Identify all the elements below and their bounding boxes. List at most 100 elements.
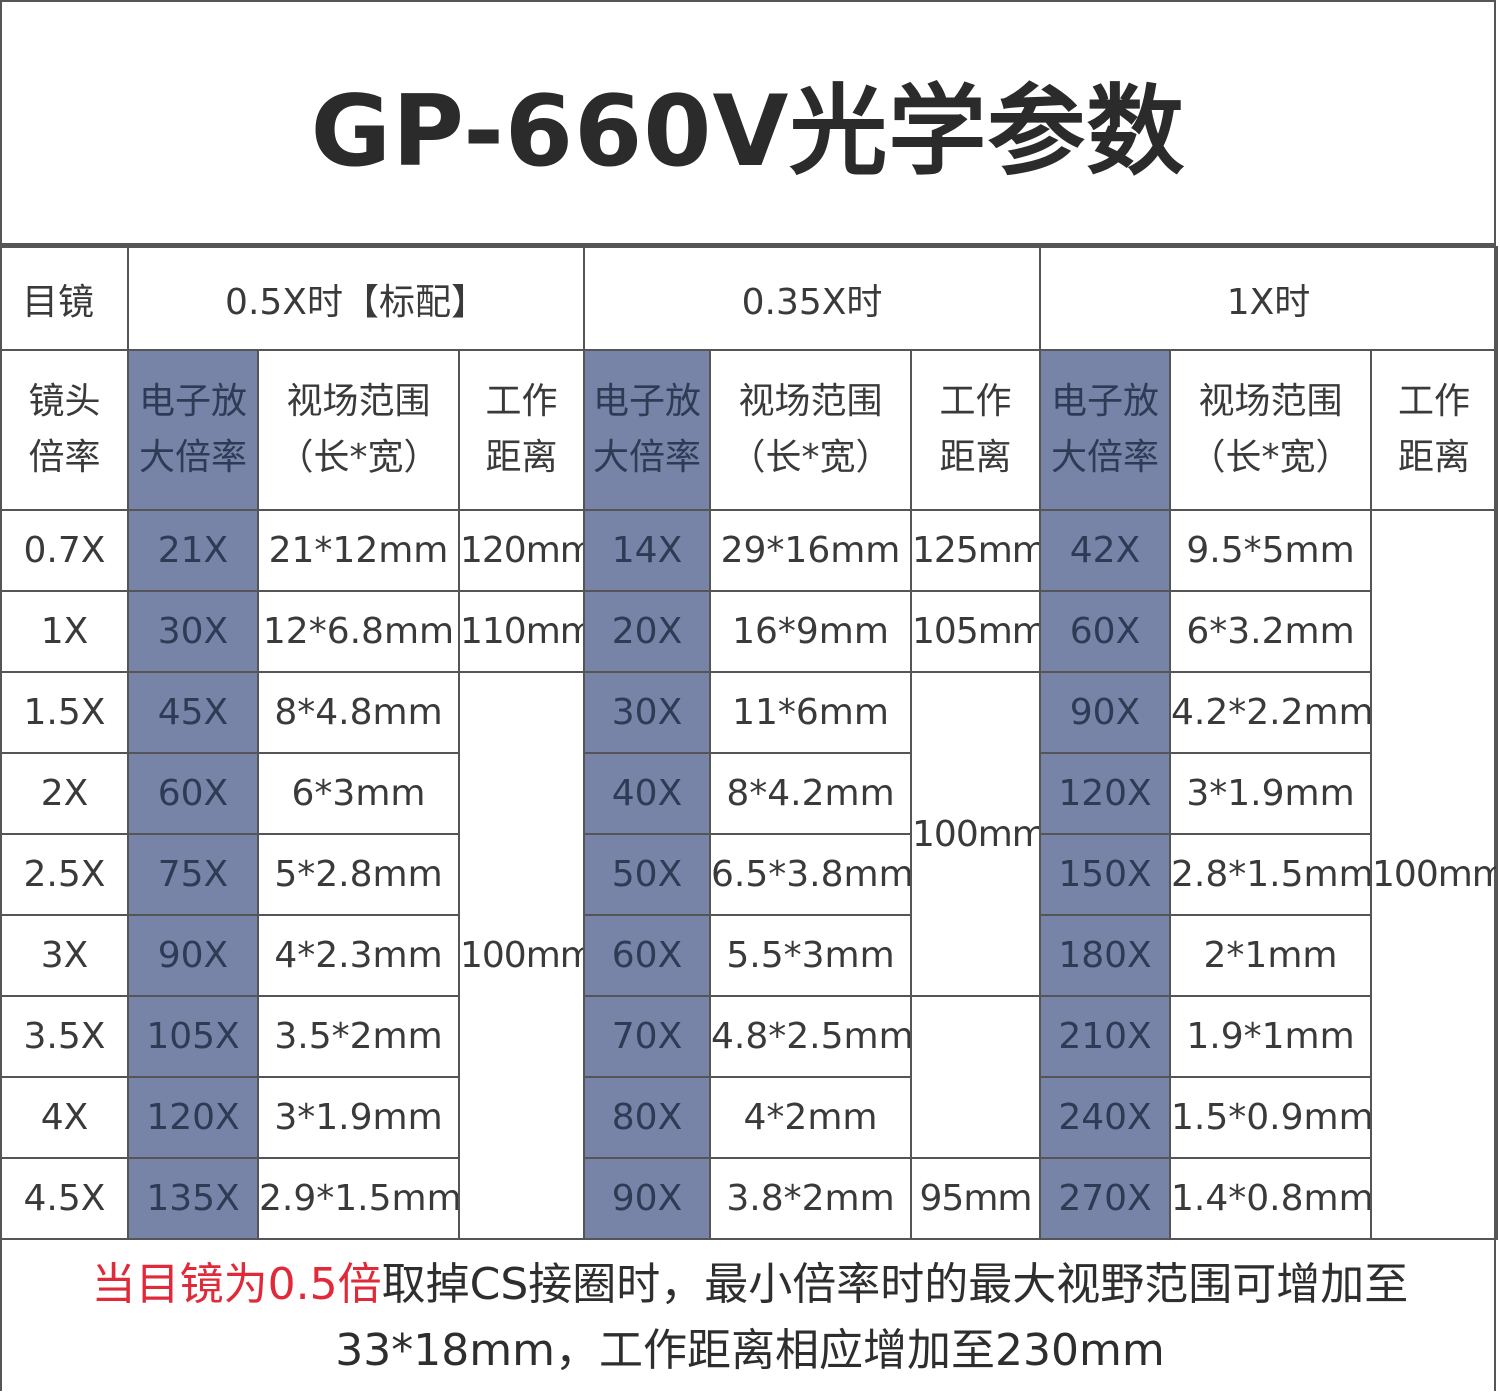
table-row: 3X 90X 4*2.3mm 60X 5.5*3mm 180X 2*1mm: [0, 914, 1497, 997]
fov-cell: 1.9*1mm: [1169, 995, 1373, 1078]
table-row: 4X 120X 3*1.9mm 80X 4*2mm 240X 1.5*0.9mm: [0, 1076, 1497, 1159]
table-row: 2.5X 75X 5*2.8mm 50X 6.5*3.8mm 150X 2.8*…: [0, 833, 1497, 916]
fov-cell: 2.8*1.5mm: [1169, 833, 1373, 916]
zoom-cell: 120X: [1039, 752, 1172, 835]
fov-cell: 9.5*5mm: [1169, 509, 1373, 592]
col-header-fov: 视场范围 （长*宽）: [709, 349, 913, 511]
col-header-wd: 工作 距离: [1370, 349, 1499, 511]
wd-cell: 105mm: [910, 590, 1042, 673]
wd-cell: 125mm: [910, 509, 1042, 592]
fov-cell: 21*12mm: [257, 509, 460, 592]
lens-mag-cell: 3.5X: [0, 995, 129, 1078]
fov-cell: 2.9*1.5mm: [257, 1157, 460, 1240]
fov-cell: 8*4.2mm: [709, 752, 913, 835]
fov-cell: 5*2.8mm: [257, 833, 460, 916]
page-title: GP-660V光学参数: [2, 2, 1494, 246]
zoom-cell: 270X: [1039, 1157, 1172, 1240]
fov-cell: 16*9mm: [709, 590, 913, 673]
zoom-cell: 14X: [583, 509, 712, 592]
zoom-cell: 40X: [583, 752, 712, 835]
wd-cell-merged: 100mm: [457, 671, 586, 1240]
table-row: 1.5X 45X 8*4.8mm 100mm 30X 11*6mm 100mm …: [0, 671, 1497, 1240]
fov-cell: 6*3.2mm: [1169, 590, 1373, 673]
footer-line-1: 当目镜为0.5倍取掉CS接圈时，最小倍率时的最大视野范围可增加至: [2, 1252, 1498, 1318]
fov-cell: 4.8*2.5mm: [709, 995, 913, 1078]
table-row: 2X 60X 6*3mm 40X 8*4.2mm 120X 3*1.9mm: [0, 752, 1497, 835]
fov-cell: 11*6mm: [709, 671, 913, 754]
lens-mag-cell: 3X: [0, 914, 129, 997]
wd-cell-merged: 100mm: [910, 671, 1042, 997]
wd-cell: 120mm: [457, 509, 586, 592]
zoom-cell: 20X: [583, 590, 712, 673]
group-header-035x: 0.35X时: [583, 246, 1042, 351]
table-row: 0.7X 21X 21*12mm 120mm 14X 29*16mm 125mm…: [0, 509, 1499, 1240]
fov-cell: 3.5*2mm: [257, 995, 460, 1078]
zoom-cell: 30X: [127, 590, 259, 673]
fov-cell: 29*16mm: [709, 509, 913, 592]
wd-cell-merged: 100mm: [1370, 509, 1499, 1240]
fov-cell: 8*4.8mm: [257, 671, 460, 754]
zoom-cell: 210X: [1039, 995, 1172, 1078]
zoom-cell: 90X: [127, 914, 259, 997]
col-header-zoom: 电子放 大倍率: [1039, 349, 1172, 511]
zoom-cell: 70X: [583, 995, 712, 1078]
footer-note: 当目镜为0.5倍取掉CS接圈时，最小倍率时的最大视野范围可增加至 33*18mm…: [2, 1240, 1498, 1393]
lens-mag-cell: 4.5X: [0, 1157, 129, 1240]
lens-mag-cell: 2X: [0, 752, 129, 835]
footer-line-1-text: 取掉CS接圈时，最小倍率时的最大视野范围可增加至: [381, 1259, 1409, 1310]
eyepiece-label: 目镜: [0, 246, 129, 351]
zoom-cell: 180X: [1039, 914, 1172, 997]
zoom-cell: 60X: [583, 914, 712, 997]
footer-highlight: 当目镜为0.5倍: [91, 1259, 382, 1310]
zoom-cell: 42X: [1039, 509, 1172, 592]
header-row-groups: 目镜 0.5X时【标配】 0.35X时 1X时: [0, 246, 1499, 351]
zoom-cell: 30X: [583, 671, 712, 754]
zoom-cell: 90X: [583, 1157, 712, 1240]
fov-cell: 4.2*2.2mm: [1169, 671, 1373, 754]
col-header-lens-mag: 镜头 倍率: [0, 349, 129, 511]
wd-cell: 110mm: [457, 590, 586, 673]
col-header-wd: 工作 距离: [457, 349, 586, 511]
zoom-cell: 90X: [1039, 671, 1172, 754]
fov-cell: 4*2mm: [709, 1076, 913, 1159]
col-header-zoom: 电子放 大倍率: [583, 349, 712, 511]
group-header-05x: 0.5X时【标配】: [126, 246, 586, 351]
zoom-cell: 21X: [127, 509, 259, 592]
zoom-cell: 135X: [127, 1157, 259, 1240]
col-header-fov: 视场范围 （长*宽）: [1169, 349, 1373, 511]
col-header-wd: 工作 距离: [910, 349, 1042, 511]
fov-cell: 1.4*0.8mm: [1169, 1157, 1373, 1240]
wd-cell: 95mm: [910, 1157, 1042, 1240]
fov-cell: 6.5*3.8mm: [709, 833, 913, 916]
fov-cell: 6*3mm: [257, 752, 460, 835]
zoom-cell: 60X: [1039, 590, 1172, 673]
fov-cell: 5.5*3mm: [709, 914, 913, 997]
zoom-cell: 150X: [1039, 833, 1172, 916]
group-header-1x: 1X时: [1039, 246, 1499, 351]
fov-cell: 4*2.3mm: [257, 914, 460, 997]
col-header-fov: 视场范围 （长*宽）: [257, 349, 460, 511]
lens-mag-cell: 0.7X: [0, 509, 129, 592]
zoom-cell: 240X: [1039, 1076, 1172, 1159]
fov-cell: 3*1.9mm: [257, 1076, 460, 1159]
zoom-cell: 105X: [127, 995, 259, 1078]
zoom-cell: 80X: [583, 1076, 712, 1159]
fov-cell: 2*1mm: [1169, 914, 1373, 997]
zoom-cell: 45X: [127, 671, 259, 754]
lens-mag-cell: 4X: [0, 1076, 129, 1159]
fov-cell: 3*1.9mm: [1169, 752, 1373, 835]
table-row: 1X 30X 12*6.8mm 110mm 20X 16*9mm 105mm 6…: [0, 590, 1497, 673]
zoom-cell: 120X: [127, 1076, 259, 1159]
optical-params-table: 目镜 0.5X时【标配】 0.35X时 1X时 镜头 倍率 电子放 大倍率 视场范围…: [0, 246, 1499, 1240]
col-header-zoom: 电子放 大倍率: [127, 349, 259, 511]
table-row: 4.5X 135X 2.9*1.5mm 90X 3.8*2mm 95mm 270…: [0, 1157, 1497, 1240]
fov-cell: 3.8*2mm: [709, 1157, 913, 1240]
lens-mag-cell: 1.5X: [0, 671, 129, 754]
wd-cell-merged: [910, 995, 1042, 1159]
fov-cell: 12*6.8mm: [257, 590, 460, 673]
zoom-cell: 60X: [127, 752, 259, 835]
fov-cell: 1.5*0.9mm: [1169, 1076, 1373, 1159]
table-row: 3.5X 105X 3.5*2mm 70X 4.8*2.5mm 210X 1.9…: [0, 995, 1497, 1159]
lens-mag-cell: 2.5X: [0, 833, 129, 916]
